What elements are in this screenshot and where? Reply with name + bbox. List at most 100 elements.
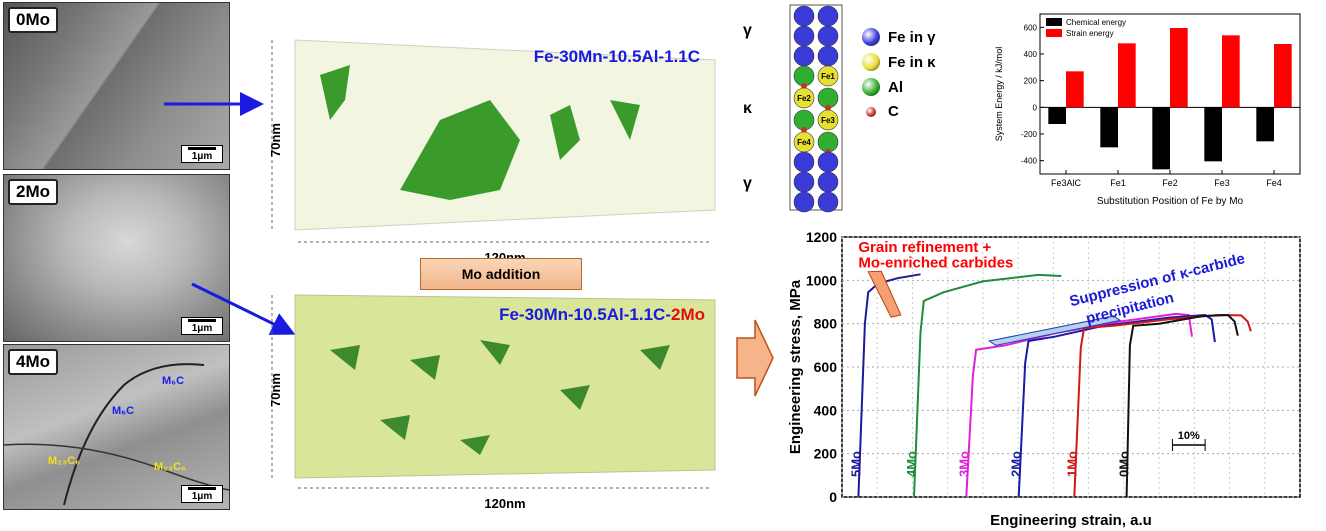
y-axis-label: System Energy / kJ/mol xyxy=(994,47,1004,142)
atom xyxy=(793,171,815,193)
atom-label: Fe4 xyxy=(797,138,811,147)
legend-swatch xyxy=(862,53,880,71)
legend-label: Chemical energy xyxy=(1066,18,1126,27)
y-tick-label: 600 xyxy=(814,359,838,375)
atom xyxy=(793,5,815,27)
atom xyxy=(817,45,839,67)
carbide-annotation: M₂₃C₆ xyxy=(154,461,187,473)
atom xyxy=(793,191,815,213)
tem-panel-0mo: 0Mo 1μm xyxy=(3,2,230,170)
stress-strain-chart: 0 200 400 600 800 1000 1200 5Mo 4Mo 3Mo 2Mo 1Mo 0Mo E… xyxy=(787,229,1301,529)
scale-bar: 1μm xyxy=(181,485,223,503)
series-label: 0Mo xyxy=(1117,451,1132,477)
series-label: 5Mo xyxy=(848,451,863,477)
series-label: 3Mo xyxy=(956,451,971,477)
legend-item: Fe in γ xyxy=(862,28,936,46)
bar xyxy=(1170,28,1188,108)
right-arrow-icon xyxy=(736,319,774,397)
legend-label: Al xyxy=(888,78,903,96)
apt-top-title: Fe-30Mn-10.5Al-1.1C xyxy=(534,47,700,66)
atom xyxy=(817,65,839,87)
carbon-atom xyxy=(801,83,807,89)
series-label: 1Mo xyxy=(1064,451,1079,477)
x-axis-label: Engineering strain, a.u xyxy=(990,512,1152,529)
carbide-annotation: M₆C xyxy=(162,375,185,387)
apt-map-top: Fe-30Mn-10.5Al-1.1C 70nm 120nm xyxy=(268,39,716,265)
bar xyxy=(1152,107,1170,170)
atom-label: Fe1 xyxy=(821,72,835,81)
series-line xyxy=(913,273,1062,498)
atom xyxy=(793,25,815,47)
legend-label: Fe in κ xyxy=(888,53,936,71)
atom xyxy=(817,109,839,131)
apt-map-bottom: Fe-30Mn-10.5Al-1.1C-2Mo 70nm 120nm xyxy=(268,294,716,511)
layer-gamma-top: γ xyxy=(743,22,752,39)
annotation-text: Mo-enriched carbides xyxy=(858,254,1013,271)
atom xyxy=(793,151,815,173)
y-tick-label: 1200 xyxy=(806,229,837,245)
bar xyxy=(1118,43,1136,108)
carbide-annotation: M₂₃C₆ xyxy=(48,455,81,467)
carbide-annotation: M₆C xyxy=(112,405,135,417)
apt-height-label: 70nm xyxy=(268,373,283,407)
crystal-structure: Fe1 Fe2 Fe3 Fe4 xyxy=(789,4,843,213)
legend-swatch xyxy=(1046,18,1062,26)
series-line xyxy=(857,273,921,498)
y-tick-label: 0 xyxy=(1033,103,1038,112)
annotation-text: Grain refinement + xyxy=(858,239,991,256)
apt-height-label: 70nm xyxy=(268,123,283,157)
legend-label: C xyxy=(888,103,899,120)
legend-swatch xyxy=(866,106,876,117)
legend-item: C xyxy=(862,103,899,120)
legend-item: Al xyxy=(862,78,903,96)
atom xyxy=(817,25,839,47)
y-tick-label: -200 xyxy=(1021,130,1038,139)
carbon-atom xyxy=(825,105,831,111)
bar xyxy=(1256,107,1274,142)
x-tick-label: Fe3AlC xyxy=(1051,178,1082,188)
bar xyxy=(1222,35,1240,108)
x-tick-label: Fe1 xyxy=(1110,178,1126,188)
x-tick-label: Fe2 xyxy=(1162,178,1178,188)
scale-label: 10% xyxy=(1178,430,1200,442)
series-line xyxy=(1125,313,1239,498)
y-tick-label: 1000 xyxy=(806,272,837,288)
atom xyxy=(793,45,815,67)
bar xyxy=(1274,44,1292,108)
tem-panel-4mo: 4Mo M₆C M₆C M₂₃C₆ M₂₃C₆ 1μm xyxy=(3,344,230,510)
x-tick-label: Fe4 xyxy=(1266,178,1282,188)
layer-kappa: κ xyxy=(743,100,752,117)
legend-label: Strain energy xyxy=(1066,29,1114,38)
apt-width-label: 120nm xyxy=(484,496,525,511)
y-tick-label: 800 xyxy=(814,316,838,332)
bar xyxy=(1066,71,1084,108)
grain-boundary-overlay xyxy=(4,363,229,506)
scale-bar: 1μm xyxy=(181,317,223,335)
atom-label: Fe3 xyxy=(821,116,835,125)
atom xyxy=(817,151,839,173)
layer-gamma-bottom: γ xyxy=(743,175,752,192)
y-axis-label: Engineering stress, MPa xyxy=(787,279,804,454)
legend-swatch xyxy=(862,28,880,46)
y-tick-label: 600 xyxy=(1024,23,1038,32)
y-tick-label: 400 xyxy=(1024,50,1038,59)
series-line xyxy=(1073,313,1252,498)
atom-label: Fe2 xyxy=(797,94,811,103)
legend-item: Fe in κ xyxy=(862,53,936,71)
x-tick-label: Fe3 xyxy=(1214,178,1230,188)
legend-swatch xyxy=(1046,29,1062,37)
tem-to-apt-arrows xyxy=(164,92,296,335)
y-tick-label: 200 xyxy=(814,446,838,462)
tem-label: 2Mo xyxy=(8,179,58,205)
legend-label: Fe in γ xyxy=(888,28,936,46)
y-tick-label: -400 xyxy=(1021,157,1038,166)
x-axis-label: Substitution Position of Fe by Mo xyxy=(1097,196,1244,207)
series-label: 2Mo xyxy=(1009,451,1024,477)
y-tick-label: 200 xyxy=(1024,77,1038,86)
legend-swatch xyxy=(862,78,880,96)
series-label: 4Mo xyxy=(904,451,919,477)
y-tick-label: 400 xyxy=(814,402,838,418)
y-tick-label: 0 xyxy=(829,489,837,505)
scale-bar: 1μm xyxy=(181,145,223,163)
annotation-arrow xyxy=(867,270,902,318)
